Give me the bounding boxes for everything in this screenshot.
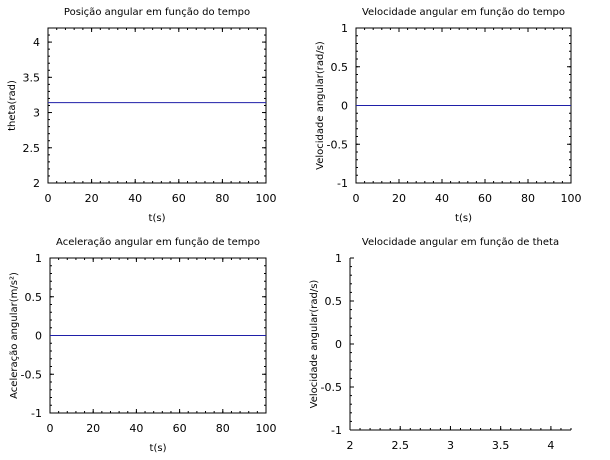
x-tick-label: 20: [85, 192, 99, 205]
y-tick-label: 0.5: [331, 61, 349, 74]
chart-panel-1: 0 20 40 60 80 100 2 2.5 3 3.5 4 Posição angular em …: [7, 7, 277, 224]
x-tick-label: 40: [435, 192, 449, 205]
y-tick-label: -0.5: [327, 138, 348, 151]
x-tick-label: 2: [347, 439, 354, 452]
chart-panel-3: 0 20 40 60 80 100 -1 -0.5 0 0.5 1 Aceleração angula…: [9, 237, 277, 454]
y-tick-label: -0.5: [321, 381, 342, 394]
x-tick-label: 3.5: [492, 439, 510, 452]
x-tick-label: 80: [521, 192, 535, 205]
x-tick-label: 4: [547, 439, 554, 452]
x-tick-label: 0: [45, 192, 52, 205]
x-tick-label: 2.5: [391, 439, 409, 452]
chart-panel-4: 2 2.5 3 3.5 4 -1 -0.5 0 0.5 1 Velocidade angular e…: [309, 237, 572, 452]
y-tick-label: 0: [341, 100, 348, 113]
y-tick-label: 1: [335, 252, 342, 265]
x-tick-label: 100: [256, 422, 277, 435]
y-tick-label: 2: [33, 177, 40, 190]
y-tick-label: 3: [33, 107, 40, 120]
y-tick-label: 0.5: [25, 291, 43, 304]
y-tick-label: -1: [31, 407, 42, 420]
x-tick-label: 100: [561, 192, 582, 205]
x-tick-label: 80: [215, 192, 229, 205]
y-tick-label: 1: [341, 22, 348, 35]
x-axis-label: t(s): [455, 213, 472, 224]
x-tick-label: 60: [173, 422, 187, 435]
y-axis-label: theta(rad): [7, 80, 18, 131]
y-tick-label: 0: [335, 338, 342, 351]
chart-title: Velocidade angular em função de theta: [362, 237, 559, 248]
x-tick-label: 60: [172, 192, 186, 205]
chart-title: Aceleração angular em função de tempo: [56, 237, 260, 248]
x-tick-label: 40: [129, 422, 143, 435]
y-tick-label: -0.5: [21, 368, 42, 381]
y-tick-label: -1: [337, 177, 348, 190]
x-axis-label: t(s): [149, 213, 166, 224]
y-tick-label: 0.5: [325, 295, 343, 308]
x-tick-label: 20: [86, 422, 100, 435]
x-axis-label: t(s): [150, 443, 167, 454]
y-tick-label: 2.5: [23, 142, 41, 155]
x-tick-label: 60: [478, 192, 492, 205]
chart-title: Velocidade angular em função do tempo: [362, 7, 565, 18]
x-tick-label: 40: [128, 192, 142, 205]
y-tick-label: 0: [35, 330, 42, 343]
y-tick-label: 3.5: [23, 71, 41, 84]
x-tick-label: 3: [447, 439, 454, 452]
y-axis-label: Velocidade angular(rad/s): [309, 280, 320, 409]
y-axis-label: Velocidade angular(rad/s): [315, 41, 326, 170]
x-tick-label: 0: [47, 422, 54, 435]
x-tick-label: 0: [353, 192, 360, 205]
x-tick-label: 20: [392, 192, 406, 205]
x-tick-label: 100: [256, 192, 277, 205]
chart-title: Posição angular em função do tempo: [64, 7, 250, 18]
x-tick-label: 80: [216, 422, 230, 435]
plot-frame: [47, 27, 267, 184]
chart-panel-2: 0 20 40 60 80 100 -1 -0.5 0 0.5 1 Velocidade angula…: [315, 7, 582, 224]
y-tick-label: -1: [331, 424, 342, 437]
y-axis-label: Aceleração angular(m/s²): [9, 272, 20, 399]
y-tick-label: 4: [33, 36, 40, 49]
y-tick-label: 1: [35, 252, 42, 265]
